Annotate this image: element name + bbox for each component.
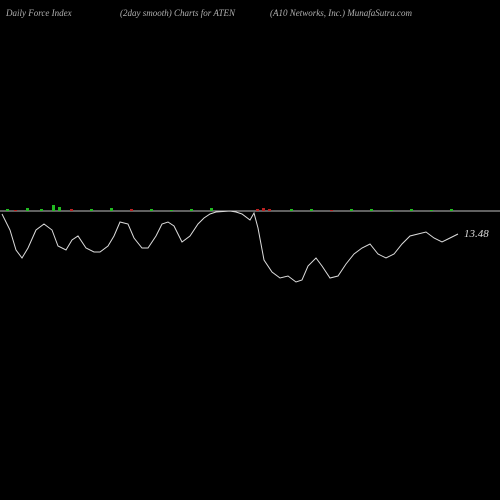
volume-bar [70,209,73,211]
chart-container: Daily Force Index (2day smooth) Charts f… [0,0,500,500]
volume-bar [110,208,113,211]
volume-bar [410,209,413,211]
volume-bar [6,209,9,211]
volume-bar [310,209,313,211]
volume-bar [40,209,43,211]
volume-bar [52,205,55,211]
volume-bar [350,209,353,211]
volume-bars [6,205,453,211]
force-index-chart [0,0,500,500]
volume-bar [170,210,173,211]
volume-bar [256,209,259,211]
volume-bar [450,209,453,211]
price-line [2,211,458,282]
volume-bar [210,208,213,211]
volume-bar [262,208,265,211]
volume-bar [26,208,29,211]
volume-bar [290,209,293,211]
volume-bar [430,210,433,211]
volume-bar [330,210,333,211]
volume-bar [190,209,193,211]
volume-bar [268,209,271,211]
volume-bar [130,209,133,211]
volume-bar [14,210,17,211]
volume-bar [90,209,93,211]
volume-bar [150,209,153,211]
volume-bar [390,210,393,211]
current-price-label: 13.48 [464,228,489,240]
volume-bar [370,209,373,211]
volume-bar [58,207,61,211]
